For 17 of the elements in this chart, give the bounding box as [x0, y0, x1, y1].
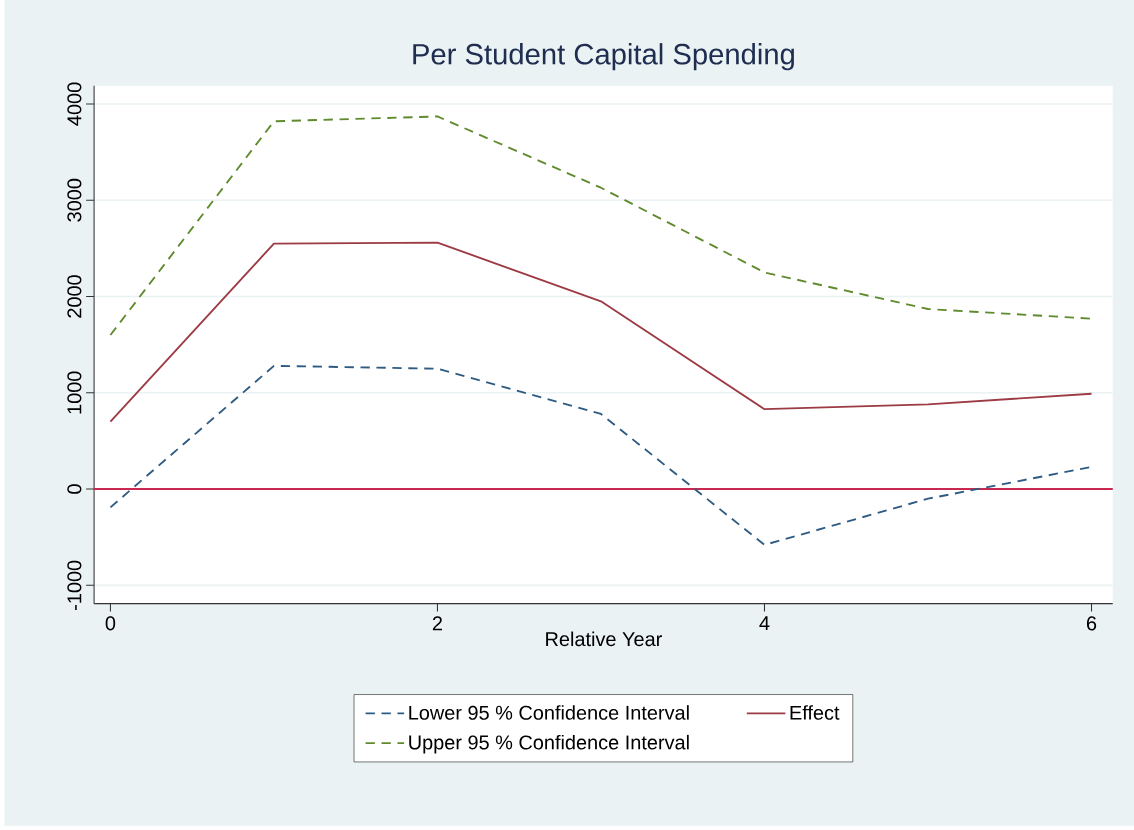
y-tick-label: 2000: [67, 275, 82, 318]
line-series: [109, 115, 1093, 336]
legend-label: Effect: [790, 705, 840, 720]
y-tick-label: 0: [67, 484, 82, 494]
y-tick-label: 3000: [67, 178, 82, 222]
chart-title: Per Student Capital Spending: [413, 43, 794, 71]
y-tick-label: 1000: [67, 371, 82, 414]
x-tick-label: 2: [432, 616, 442, 631]
x-axis-title: Relative Year: [546, 631, 662, 647]
legend-label: Lower 95 % Confidence Interval: [409, 705, 689, 720]
x-tick-label: 0: [105, 616, 116, 631]
line-series: [109, 241, 1093, 423]
y-tick-label: 4000: [67, 82, 82, 126]
legend-label: Upper 95 % Confidence Interval: [409, 734, 689, 754]
x-tick-label: 6: [1086, 616, 1097, 631]
x-tick-label: 4: [759, 616, 770, 630]
y-tick-label: -1000: [67, 560, 82, 610]
